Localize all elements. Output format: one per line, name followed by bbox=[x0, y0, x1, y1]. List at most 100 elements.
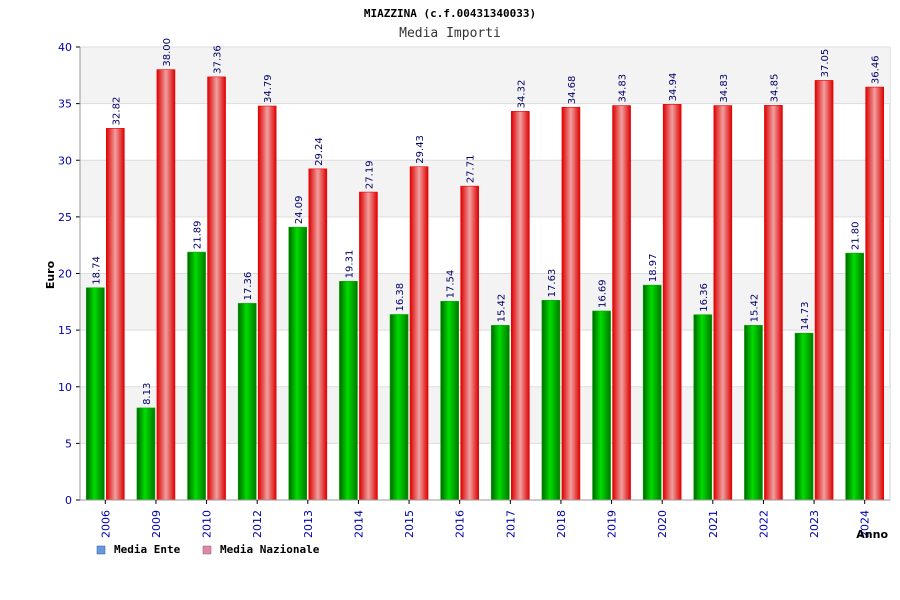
bar-ente-2020 bbox=[642, 284, 662, 501]
value-label-nazionale-2016: 27.71 bbox=[466, 155, 477, 184]
bar-ente-2017 bbox=[491, 325, 510, 501]
y-tick-label: 15 bbox=[58, 324, 72, 337]
value-label-nazionale-2006: 32.82 bbox=[111, 97, 122, 126]
x-tick-label-2020: 2020 bbox=[656, 510, 669, 538]
chart-subtitle: Media Importi bbox=[399, 26, 501, 41]
x-tick-label-2015: 2015 bbox=[403, 510, 416, 538]
x-tick-label-2024: 2024 bbox=[859, 510, 872, 538]
value-label-ente-2020: 18.97 bbox=[648, 254, 659, 283]
y-tick-label: 25 bbox=[58, 211, 72, 224]
bar-ente-2022 bbox=[744, 325, 763, 501]
value-label-nazionale-2021: 34.83 bbox=[719, 74, 730, 103]
value-label-ente-2009: 8.13 bbox=[142, 383, 153, 405]
x-tick-label-2009: 2009 bbox=[150, 510, 163, 538]
x-tick-label-2017: 2017 bbox=[504, 510, 517, 538]
value-label-ente-2018: 17.63 bbox=[547, 269, 558, 298]
x-tick-label-2010: 2010 bbox=[201, 510, 214, 538]
value-label-ente-2014: 19.31 bbox=[344, 250, 355, 279]
x-tick-label-2019: 2019 bbox=[606, 510, 619, 538]
y-tick-label: 10 bbox=[58, 381, 72, 394]
legend-swatch-nazionale bbox=[202, 545, 212, 555]
y-axis-label: Euro bbox=[44, 260, 57, 289]
bar-nazionale-2014 bbox=[359, 191, 378, 501]
value-label-ente-2019: 16.69 bbox=[598, 279, 609, 308]
bar-ente-2013 bbox=[288, 226, 308, 501]
x-tick-label-2022: 2022 bbox=[757, 510, 770, 538]
y-axis: 0 5 10 15 20 25 30 35 40 bbox=[58, 41, 81, 507]
x-tick-label-2013: 2013 bbox=[302, 510, 315, 538]
x-tick-label-2014: 2014 bbox=[352, 510, 365, 538]
legend: Media Ente Media Nazionale bbox=[96, 543, 320, 556]
bar-nazionale-2012 bbox=[257, 105, 277, 501]
value-label-ente-2022: 15.42 bbox=[749, 294, 760, 323]
bar-nazionale-2022 bbox=[764, 105, 783, 501]
value-labels: 18.74 32.82 8.13 38.00 21.89 37.36 17.36 34.79 2… bbox=[91, 38, 881, 405]
bar-nazionale-2010 bbox=[207, 76, 226, 501]
bar-nazionale-2023 bbox=[814, 80, 834, 501]
legend-label-ente: Media Ente bbox=[114, 543, 181, 556]
bar-ente-2024 bbox=[845, 252, 864, 501]
value-label-nazionale-2012: 34.79 bbox=[263, 74, 274, 103]
x-tick-label-2012: 2012 bbox=[251, 510, 264, 538]
value-label-nazionale-2017: 34.32 bbox=[516, 80, 527, 109]
bar-ente-2006 bbox=[86, 287, 105, 501]
bar-ente-2019 bbox=[592, 310, 611, 501]
legend-label-nazionale: Media Nazionale bbox=[220, 543, 320, 556]
bar-ente-2015 bbox=[389, 314, 409, 501]
value-label-nazionale-2019: 34.83 bbox=[618, 74, 629, 103]
value-label-nazionale-2018: 34.68 bbox=[567, 76, 578, 105]
y-tick-label: 40 bbox=[58, 41, 72, 54]
value-label-nazionale-2020: 34.94 bbox=[668, 73, 679, 102]
bar-nazionale-2009 bbox=[156, 69, 176, 501]
chart-title: MIAZZINA (c.f.00431340033) bbox=[364, 7, 536, 20]
legend-swatch-ente bbox=[96, 545, 106, 555]
value-label-ente-2024: 21.80 bbox=[851, 221, 862, 250]
bar-ente-2014 bbox=[339, 281, 358, 501]
y-tick-label: 30 bbox=[58, 154, 72, 167]
bar-nazionale-2018 bbox=[561, 106, 581, 501]
value-label-nazionale-2013: 29.24 bbox=[314, 137, 325, 166]
value-label-nazionale-2010: 37.36 bbox=[213, 45, 224, 74]
bar-ente-2021 bbox=[693, 314, 713, 501]
bar-nazionale-2020 bbox=[662, 104, 682, 501]
x-tick-label-2016: 2016 bbox=[454, 510, 467, 538]
bar-nazionale-2013 bbox=[308, 168, 328, 501]
bar-nazionale-2016 bbox=[460, 185, 479, 501]
bar-nazionale-2017 bbox=[511, 111, 530, 501]
y-tick-label: 0 bbox=[65, 494, 72, 507]
x-tick-label-2023: 2023 bbox=[808, 510, 821, 538]
value-label-ente-2016: 17.54 bbox=[446, 270, 457, 299]
value-label-nazionale-2023: 37.05 bbox=[820, 49, 831, 78]
value-label-ente-2013: 24.09 bbox=[294, 196, 305, 225]
bar-nazionale-2019 bbox=[612, 105, 631, 501]
bar-nazionale-2015 bbox=[409, 166, 429, 501]
bars bbox=[86, 69, 884, 501]
y-tick-label: 20 bbox=[58, 268, 72, 281]
bar-nazionale-2021 bbox=[713, 105, 733, 501]
y-tick-label: 35 bbox=[58, 98, 72, 111]
value-label-ente-2010: 21.89 bbox=[193, 220, 204, 249]
bar-ente-2010 bbox=[187, 251, 206, 501]
bar-ente-2012 bbox=[237, 303, 257, 501]
value-label-nazionale-2022: 34.85 bbox=[769, 74, 780, 103]
bar-nazionale-2006 bbox=[106, 128, 125, 501]
x-tick-label-2006: 2006 bbox=[99, 510, 112, 538]
bar-ente-2009 bbox=[136, 407, 156, 501]
value-label-nazionale-2024: 36.46 bbox=[871, 55, 882, 84]
bar-ente-2016 bbox=[440, 301, 459, 501]
value-label-ente-2015: 16.38 bbox=[395, 283, 406, 312]
x-axis-label: Anno bbox=[856, 528, 888, 541]
x-tick-label-2018: 2018 bbox=[555, 510, 568, 538]
value-label-ente-2017: 15.42 bbox=[496, 294, 507, 323]
value-label-nazionale-2014: 27.19 bbox=[364, 160, 375, 189]
bar-nazionale-2024 bbox=[865, 86, 884, 501]
x-tick-label-2021: 2021 bbox=[707, 510, 720, 538]
bar-ente-2018 bbox=[541, 300, 561, 501]
value-label-ente-2023: 14.73 bbox=[800, 302, 811, 331]
value-label-nazionale-2015: 29.43 bbox=[415, 135, 426, 164]
value-label-ente-2012: 17.36 bbox=[243, 272, 254, 301]
value-label-nazionale-2009: 38.00 bbox=[162, 38, 173, 67]
x-axis: 2006 2009 2010 2012 2013 2014 2015 2016 2017 2018… bbox=[80, 499, 890, 538]
value-label-ente-2006: 18.74 bbox=[91, 256, 102, 285]
